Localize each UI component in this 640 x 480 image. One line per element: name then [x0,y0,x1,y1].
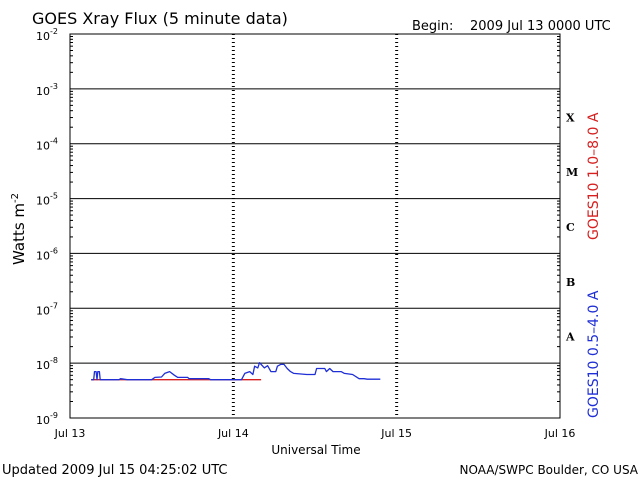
flare-class-B: B [566,276,575,289]
grid-lines [70,36,560,402]
legend-short-channel: GOES10 0.5–4.0 A [586,290,602,418]
updated-timestamp: Updated 2009 Jul 15 04:25:02 UTC [2,463,227,478]
begin-label: Begin: [412,19,453,34]
y-tick-label: 10-6 [36,246,58,262]
flare-class-labels: X M C B A [565,111,578,343]
flare-class-M: M [566,166,578,179]
day-dividers [231,34,399,418]
chart-title: GOES Xray Flux (5 minute data) [32,9,288,28]
legend-long-channel: GOES10 1.0–8.0 A [586,112,602,240]
series-lines [91,362,381,381]
y-axis-label: Watts m-2 [10,193,28,265]
y-tick-label: 10-5 [36,192,58,208]
flare-class-C: C [566,221,575,234]
plot-frame [69,33,561,419]
y-tick-label: 10-8 [36,356,58,372]
flare-class-X: X [566,111,575,124]
x-axis-label: Universal Time [271,443,360,457]
series-line-1 [91,362,381,381]
y-tick-label: 10-2 [36,27,58,43]
y-tick-label: 10-7 [36,301,58,317]
y-tick-labels: 10-2 10-3 10-4 10-5 10-6 10-7 10-8 10-9 [36,27,58,427]
x-tick-label: Jul 14 [217,427,249,440]
flare-class-A: A [565,331,575,344]
x-tick-labels: Jul 13 Jul 14 Jul 15 Jul 16 [54,427,576,440]
y-tick-label: 10-4 [36,137,58,153]
begin-value: 2009 Jul 13 0000 UTC [470,19,611,34]
y-tick-label: 10-3 [36,82,58,98]
x-tick-label: Jul 15 [380,427,412,440]
x-tick-label: Jul 16 [544,427,576,440]
data-source: NOAA/SWPC Boulder, CO USA [460,463,639,477]
y-tick-label: 10-9 [36,411,58,427]
x-tick-label: Jul 13 [54,427,86,440]
